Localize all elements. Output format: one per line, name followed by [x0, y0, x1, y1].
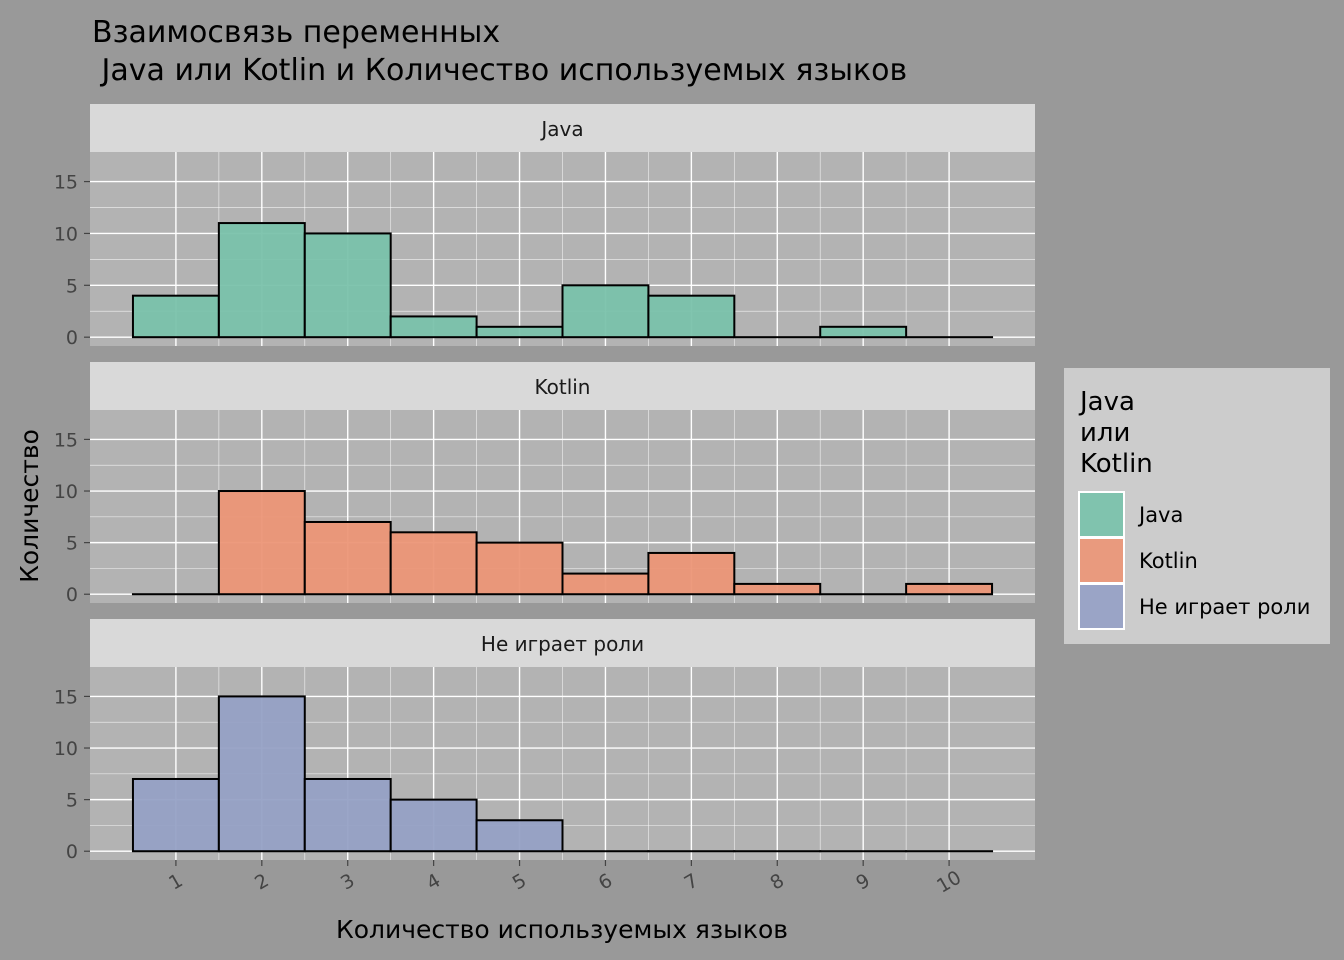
facet-strip: [90, 619, 1035, 667]
bar: [303, 777, 392, 853]
bar: [303, 232, 392, 339]
legend-entry-label: Kotlin: [1139, 549, 1198, 573]
y-tick-label: 5: [66, 275, 78, 297]
bar: [561, 284, 650, 339]
facet-strip-label: Java: [539, 117, 583, 141]
legend-title-line: Java: [1078, 387, 1135, 417]
chart-title-line2: Java или Kotlin и Количество используемы…: [92, 53, 907, 88]
bar: [475, 819, 564, 853]
bar: [733, 582, 822, 596]
bar: [475, 541, 564, 596]
facet-strip-label: Не играет роли: [481, 632, 644, 656]
facet-panels: Java 0 5 10 15 Kotlin 0 5 10 15 Не играет роли 0 5 10…: [54, 104, 1035, 863]
bar: [905, 582, 994, 596]
facet-strip: [90, 104, 1035, 152]
x-axis-title: Количество используемых языков: [336, 915, 788, 944]
bar: [389, 798, 478, 853]
facet-strip-label: Kotlin: [535, 375, 591, 399]
facet-panel-kotlin: Kotlin 0 5 10 15: [54, 362, 1035, 606]
y-tick-label: 10: [54, 223, 78, 245]
bar: [131, 294, 220, 339]
y-tick-label: 10: [54, 738, 78, 760]
y-tick-label: 5: [66, 533, 78, 555]
y-tick-label: 15: [54, 172, 78, 194]
y-tick-label: 0: [66, 584, 78, 606]
bar: [389, 531, 478, 596]
bar: [389, 315, 478, 339]
legend-key-swatch: [1078, 537, 1125, 584]
y-tick-label: 15: [54, 686, 78, 708]
facet-panel-java: Java 0 5 10 15: [54, 104, 1035, 349]
bar: [131, 777, 220, 853]
facet-strip: [90, 362, 1035, 410]
bar: [819, 325, 908, 339]
bar: [303, 520, 392, 596]
bar: [647, 551, 736, 596]
facet-panel-не-играет-роли: Не играет роли 0 5 10 15: [54, 619, 1035, 863]
y-tick-label: 10: [54, 481, 78, 503]
legend-entry-label: Java: [1137, 503, 1183, 527]
legend-title-line: или: [1080, 418, 1130, 448]
bar: [217, 490, 306, 596]
legend-title-line: Kotlin: [1080, 449, 1153, 479]
bar: [217, 695, 306, 853]
y-tick-label: 5: [66, 790, 78, 812]
chart-title-line1: Взаимосвязь переменных: [92, 15, 500, 50]
bar: [217, 222, 306, 339]
bar: [647, 294, 736, 339]
y-axis-title: Количество: [15, 429, 44, 583]
y-tick-label: 0: [66, 327, 78, 349]
bar: [561, 572, 650, 596]
y-tick-label: 15: [54, 429, 78, 451]
legend-key-swatch: [1078, 583, 1125, 630]
legend-key-swatch: [1078, 491, 1125, 538]
y-tick-label: 0: [66, 841, 78, 863]
bar: [475, 325, 564, 339]
legend-entry-label: Не играет роли: [1139, 595, 1310, 619]
